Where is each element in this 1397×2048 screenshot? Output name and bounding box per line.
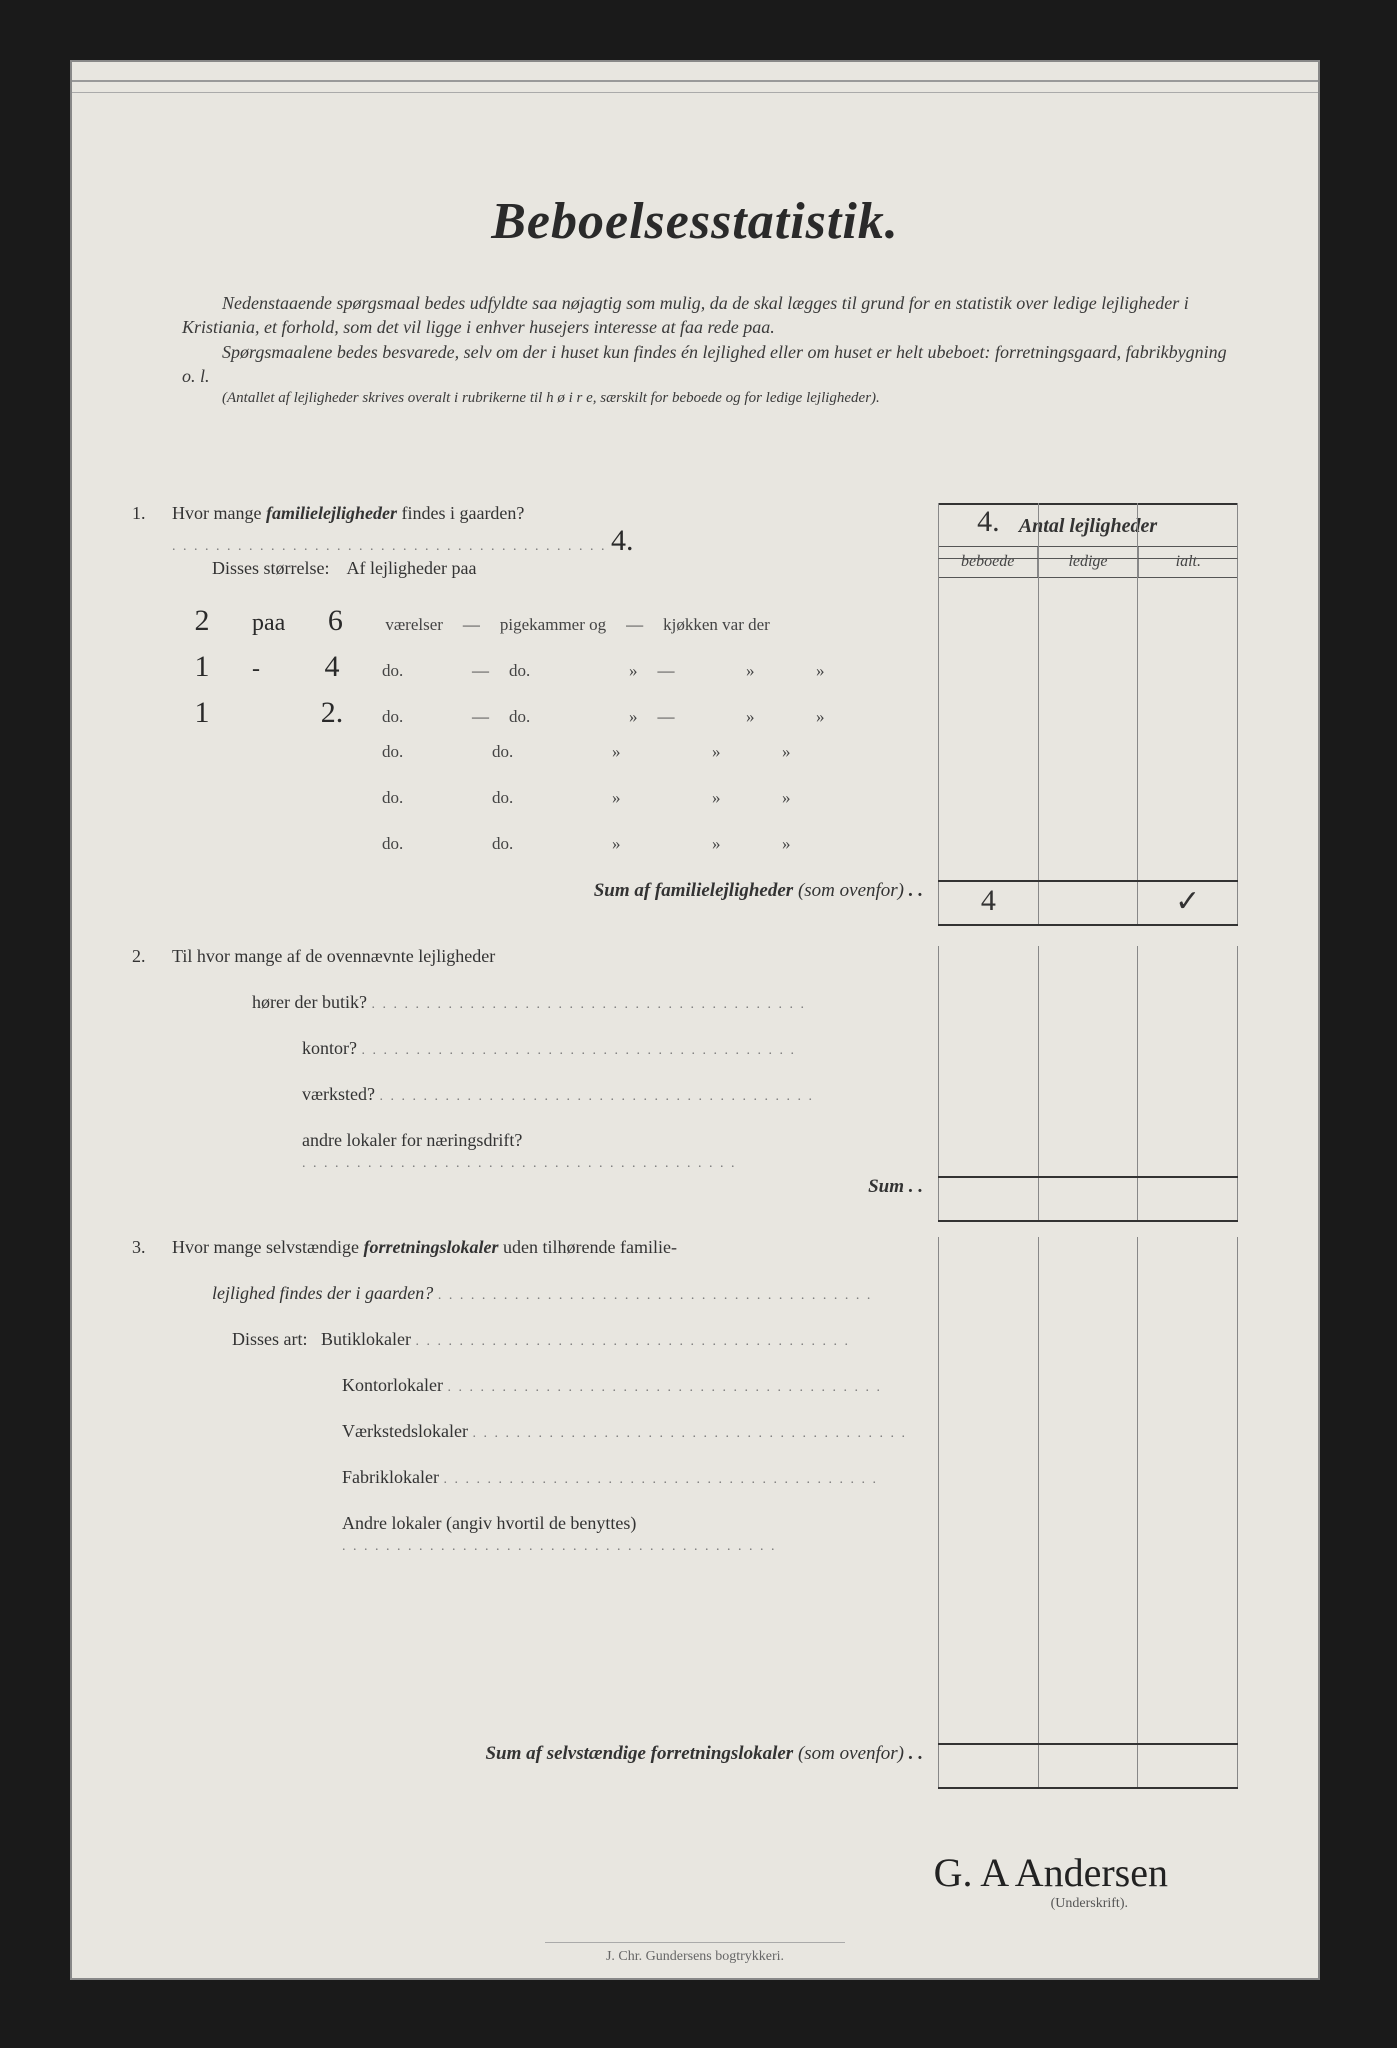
q1-size-label: Disses størrelse: [212, 558, 329, 578]
r2-mid: - [252, 656, 282, 683]
q3-l2: Værkstedslokaler [342, 1421, 468, 1441]
r2-h2: 4 [302, 650, 362, 684]
q3-art: Disses art: [232, 1329, 308, 1349]
r2-q2: » [695, 661, 755, 681]
r3-do2: do. [509, 707, 609, 727]
q1-sum-ledige [1038, 882, 1138, 924]
intro-p3: (Antallet af lejligheder skrives overalt… [222, 390, 880, 406]
signature-hand: G. A Andersen [122, 1849, 1168, 1896]
q1-ledige [1038, 503, 1138, 558]
q2-l0: hører der butik? [252, 992, 367, 1012]
q2-l3: andre lokaler for næringsdrift? [302, 1130, 522, 1150]
q3-a: Hvor mange selvstændige [172, 1237, 363, 1257]
q3-d: lejlighed findes der i gaarden? [212, 1283, 433, 1303]
q2-text: Til hvor mange af de ovennævnte lejlighe… [172, 946, 495, 966]
q3-sum-paren: (som ovenfor) [798, 1743, 904, 1764]
q2-sum: Sum [868, 1176, 904, 1197]
page-title: Beboelsesstatistik. [122, 192, 1268, 251]
r1-d1: — [463, 615, 480, 635]
signature-label: (Underskrift). [122, 1896, 1168, 1912]
r1-h2: 6 [305, 604, 365, 638]
q1-sum-label: Sum af familielejligheder [594, 880, 794, 901]
q1-num: 1. [132, 503, 146, 524]
r4-do1: do. [382, 742, 452, 762]
r3-h1: 1 [172, 696, 232, 730]
r3-d1: — [472, 707, 489, 727]
q3-l3: Fabriklokaler [342, 1467, 439, 1487]
q3-b: forretningslokaler [363, 1237, 498, 1257]
q3-l4: Andre lokaler (angiv hvortil de benyttes… [342, 1513, 636, 1533]
q1-beboede: 4. [938, 503, 1038, 558]
r3-q1: » [629, 707, 638, 727]
r1-vaer: værelser [385, 615, 443, 635]
r3-do1: do. [382, 707, 452, 727]
r2-d1: — [472, 661, 489, 681]
r5-do1: do. [382, 788, 452, 808]
r1-kjok: kjøkken var der [663, 615, 770, 635]
r2-h1: 1 [172, 650, 232, 684]
r1-pige: pigekammer og [500, 615, 606, 635]
printer-line: J. Chr. Gundersens bogtrykkeri. [545, 1942, 845, 1965]
document-page: Beboelsesstatistik. Nedenstaaende spørgs… [70, 60, 1320, 1980]
r4-q1: » [612, 742, 621, 762]
q1-sum-ialt: ✓ [1137, 882, 1238, 924]
r1-h1: 2 [172, 604, 232, 638]
intro-p1: Nedenstaaende spørgsmaal bedes udfyldte … [182, 293, 1189, 337]
q3-l1: Kontorlokaler [342, 1375, 443, 1395]
r1-d2: — [626, 615, 643, 635]
q1-sum-beboede: 4 [938, 882, 1038, 924]
r5-do2: do. [492, 788, 592, 808]
q3-c: uden tilhørende familie- [503, 1237, 677, 1257]
r4-q3: » [741, 742, 791, 762]
r2-d2: — [658, 661, 675, 681]
r2-q3: » [775, 661, 825, 681]
r3-h2: 2. [302, 696, 362, 730]
r2-q1: » [629, 661, 638, 681]
intro-text: Nedenstaaende spørgsmaal bedes udfyldte … [182, 291, 1228, 408]
q2-num: 2. [132, 946, 146, 967]
r4-do2: do. [492, 742, 592, 762]
q3-num: 3. [132, 1237, 146, 1258]
q1-ialt [1137, 503, 1238, 558]
r4-q2: » [661, 742, 721, 762]
r6-do1: do. [382, 834, 452, 854]
r3-q3: » [775, 707, 825, 727]
intro-p2: Spørgsmaalene bedes besvarede, selv om d… [182, 342, 1227, 386]
r3-q2: » [695, 707, 755, 727]
q3-l0: Butiklokaler [321, 1329, 411, 1349]
q1-text-a: Hvor mange [172, 503, 266, 523]
q1-text-c: findes i gaarden? [401, 503, 524, 523]
r3-d2: — [658, 707, 675, 727]
q2-l1: kontor? [302, 1038, 357, 1058]
q3-sum-label: Sum af selvstændige forretningslokaler [485, 1743, 793, 1764]
q1-size-text: Af lejligheder paa [347, 558, 477, 578]
q1-inline-hand: 4. [611, 524, 641, 558]
r2-do1: do. [382, 661, 452, 681]
r6-do2: do. [492, 834, 592, 854]
q1-text-b: familielejligheder [266, 503, 397, 523]
r2-do2: do. [509, 661, 609, 681]
q2-l2: værksted? [302, 1084, 375, 1104]
q1-sum-paren: (som ovenfor) [798, 880, 904, 901]
r1-mid: paa [252, 610, 285, 637]
